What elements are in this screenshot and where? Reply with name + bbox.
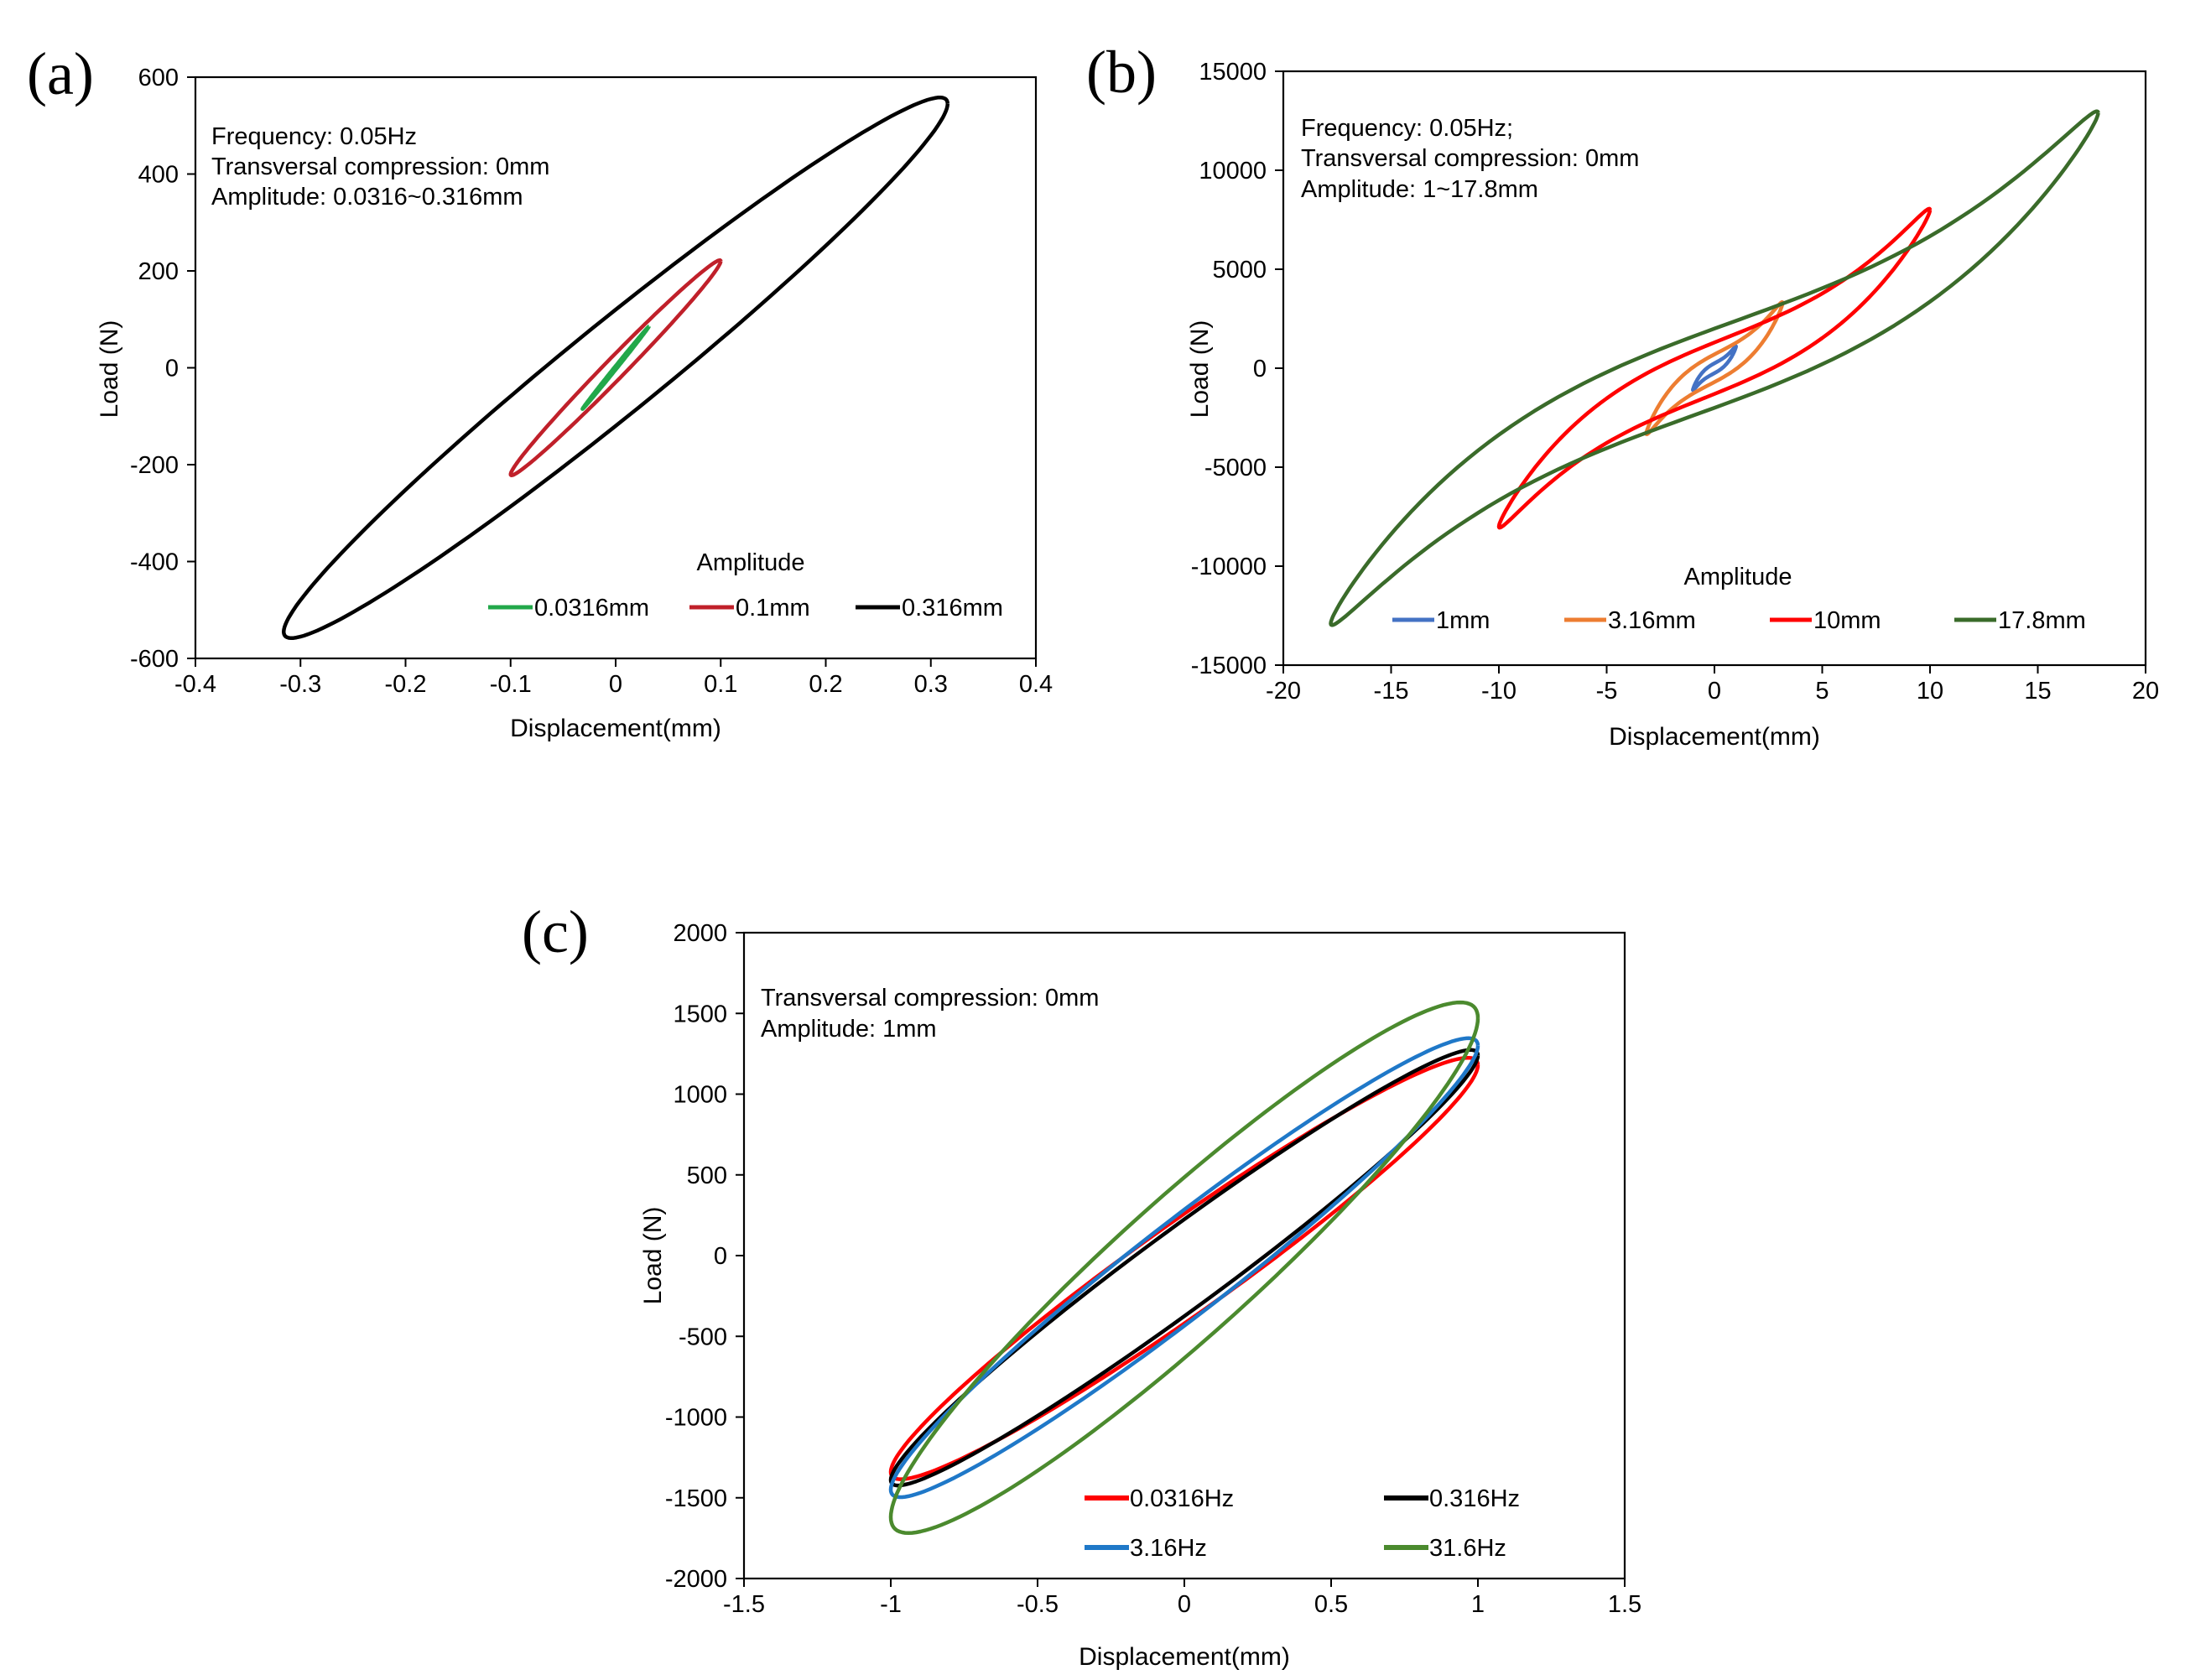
panel-b-x-tick-label: 5 xyxy=(1815,678,1829,705)
panel-a-legend-label-0: 0.0316mm xyxy=(534,595,649,622)
panel-c-note-compression: Transversal compression: 0mm xyxy=(761,985,1099,1012)
panel-b-y-tick-label: -5000 xyxy=(1204,455,1267,481)
panel-c-legend-label-2: 3.16Hz xyxy=(1130,1535,1207,1562)
panel-b-y-tick-label: 5000 xyxy=(1212,257,1267,283)
panel-a-series-2-loop xyxy=(281,95,950,641)
panel-a-note-compression: Transversal compression: 0mm xyxy=(211,153,549,180)
panel-b-legend-label-2: 10mm xyxy=(1813,607,1881,634)
panel-b-legend-title: Amplitude xyxy=(1684,564,1792,590)
panel-a-x-tick-label: -0.2 xyxy=(385,671,427,698)
panel-c-x-tick-label: 1 xyxy=(1471,1591,1485,1618)
panel-a-x-tick-label: 0.3 xyxy=(914,671,948,698)
panel-b-note-amplitude: Amplitude: 1~17.8mm xyxy=(1301,176,1538,203)
panel-b-y-tick-label: 15000 xyxy=(1199,59,1267,86)
panel-a-series-0-loop xyxy=(580,325,651,411)
panel-b-y-axis-label: Load (N) xyxy=(1186,320,1214,419)
panel-b-y-tick-label: 0 xyxy=(1253,356,1267,382)
panel-c-y-tick-label: 0 xyxy=(714,1243,727,1270)
panel-b-x-tick-label: 10 xyxy=(1917,678,1943,705)
panel-a-legend-label-2: 0.316mm xyxy=(902,595,1003,622)
panel-a-y-tick-label: 0 xyxy=(165,356,179,382)
panel-a-y-tick-label: 400 xyxy=(138,162,179,189)
panel-c-legend-label-3: 31.6Hz xyxy=(1429,1535,1506,1562)
panel-b-y-tick-label: -15000 xyxy=(1191,653,1267,679)
panel-a-series-1-loop xyxy=(508,258,723,477)
panel-a-x-tick-label: -0.3 xyxy=(279,671,321,698)
panel-c-y-tick-label: 1000 xyxy=(673,1082,727,1109)
panel-b-x-tick-label: 0 xyxy=(1708,678,1721,705)
panel-a-y-tick-label: -400 xyxy=(130,549,179,576)
panel-a-note-amplitude: Amplitude: 0.0316~0.316mm xyxy=(211,184,523,211)
panel-b-x-tick-label: -15 xyxy=(1374,678,1409,705)
panel-c-x-tick-label: 0 xyxy=(1178,1591,1191,1618)
panel-a-y-tick-label: 600 xyxy=(138,65,179,91)
panel-b-plot-area xyxy=(1282,70,2147,667)
panel-c-legend-label-0: 0.0316Hz xyxy=(1130,1485,1234,1512)
panel-c-series-2-loop xyxy=(888,1036,1480,1500)
panel-c-note-amplitude: Amplitude: 1mm xyxy=(761,1016,937,1043)
panel-a-x-tick-label: 0 xyxy=(609,671,622,698)
panel-c-legend: 0.0316Hz 0.316Hz 3.16Hz 31.6Hz xyxy=(1085,1485,1520,1562)
panel-c-y-tick-label: -1500 xyxy=(665,1485,727,1512)
panel-b-x-tick-label: 20 xyxy=(2132,678,2159,705)
panel-c-y-tick-label: -2000 xyxy=(665,1566,727,1593)
panel-c-series-0-loop xyxy=(888,1055,1480,1481)
panel-c-plot-area xyxy=(742,931,1626,1580)
panel-b-series-3-loop xyxy=(1329,109,2100,627)
panel-c-x-axis-label: Displacement(mm) xyxy=(1079,1643,1290,1671)
panel-b-legend: 1mm 3.16mm 10mm 17.8mm xyxy=(1392,607,2086,634)
panel-b-label: (b) xyxy=(1086,39,1157,106)
panel-a-legend-label-1: 0.1mm xyxy=(736,595,810,622)
panel-a-x-tick-label: 0.2 xyxy=(809,671,842,698)
panel-a-y-axis-label: Load (N) xyxy=(96,320,123,419)
panel-b-note-compression: Transversal compression: 0mm xyxy=(1301,145,1639,172)
panel-b-x-tick-label: -20 xyxy=(1266,678,1301,705)
panel-a-label: (a) xyxy=(27,40,94,107)
panel-c-x-tick-label: 0.5 xyxy=(1314,1591,1348,1618)
panel-b-series-0-loop xyxy=(1691,344,1738,393)
panel-a-x-tick-label: -0.4 xyxy=(174,671,216,698)
panel-a-y-tick-label: -600 xyxy=(130,646,179,673)
panel-c-series-1-loop xyxy=(888,1048,1480,1488)
panel-c-x-tick-label: 1.5 xyxy=(1608,1591,1641,1618)
panel-b-note-frequency: Frequency: 0.05Hz; xyxy=(1301,115,1513,142)
panel-c-label: (c) xyxy=(522,898,589,965)
panel-c-x-tick-label: -1 xyxy=(880,1591,902,1618)
panel-c-y-axis-label: Load (N) xyxy=(639,1207,667,1305)
panel-a-y-tick-label: -200 xyxy=(130,452,179,479)
panel-c-legend-label-1: 0.316Hz xyxy=(1429,1485,1520,1512)
panel-a-note-frequency: Frequency: 0.05Hz xyxy=(211,123,417,150)
panel-b-x-axis-label: Displacement(mm) xyxy=(1609,723,1820,751)
panel-a-x-tick-label: 0.1 xyxy=(704,671,737,698)
panel-a-x-tick-label: -0.1 xyxy=(490,671,532,698)
panel-a-legend-title: Amplitude xyxy=(697,549,805,576)
panel-c-x-tick-label: -1.5 xyxy=(723,1591,765,1618)
panel-b-legend-label-0: 1mm xyxy=(1436,607,1490,634)
panel-a-plot-area xyxy=(194,75,1038,660)
panel-c-y-tick-label: -1000 xyxy=(665,1405,727,1432)
panel-c-y-tick-label: 2000 xyxy=(673,920,727,947)
panel-a-x-axis-label: Displacement(mm) xyxy=(510,715,721,742)
panel-c-series-3-loop xyxy=(888,1000,1480,1536)
panel-b-x-tick-label: 15 xyxy=(2024,678,2051,705)
panel-b-series-1-loop xyxy=(1644,299,1785,437)
panel-b-x-tick-label: -10 xyxy=(1481,678,1516,705)
panel-c-x-tick-label: -0.5 xyxy=(1017,1591,1059,1618)
panel-a-y-tick-label: 200 xyxy=(138,258,179,285)
panel-c-y-tick-label: 1500 xyxy=(673,1001,727,1027)
panel-a-x-tick-label: 0.4 xyxy=(1019,671,1053,698)
panel-b-y-tick-label: -10000 xyxy=(1191,554,1267,580)
panel-b-legend-label-3: 17.8mm xyxy=(1998,607,2086,634)
panel-b-x-tick-label: -5 xyxy=(1596,678,1618,705)
panel-c-y-tick-label: 500 xyxy=(687,1162,727,1189)
panel-b-legend-label-1: 3.16mm xyxy=(1608,607,1696,634)
panel-c-y-tick-label: -500 xyxy=(679,1324,727,1350)
panel-b-series-2-loop xyxy=(1496,206,1933,530)
panel-a-legend: 0.0316mm 0.1mm 0.316mm xyxy=(488,595,1003,622)
panel-b-y-tick-label: 10000 xyxy=(1199,158,1267,185)
